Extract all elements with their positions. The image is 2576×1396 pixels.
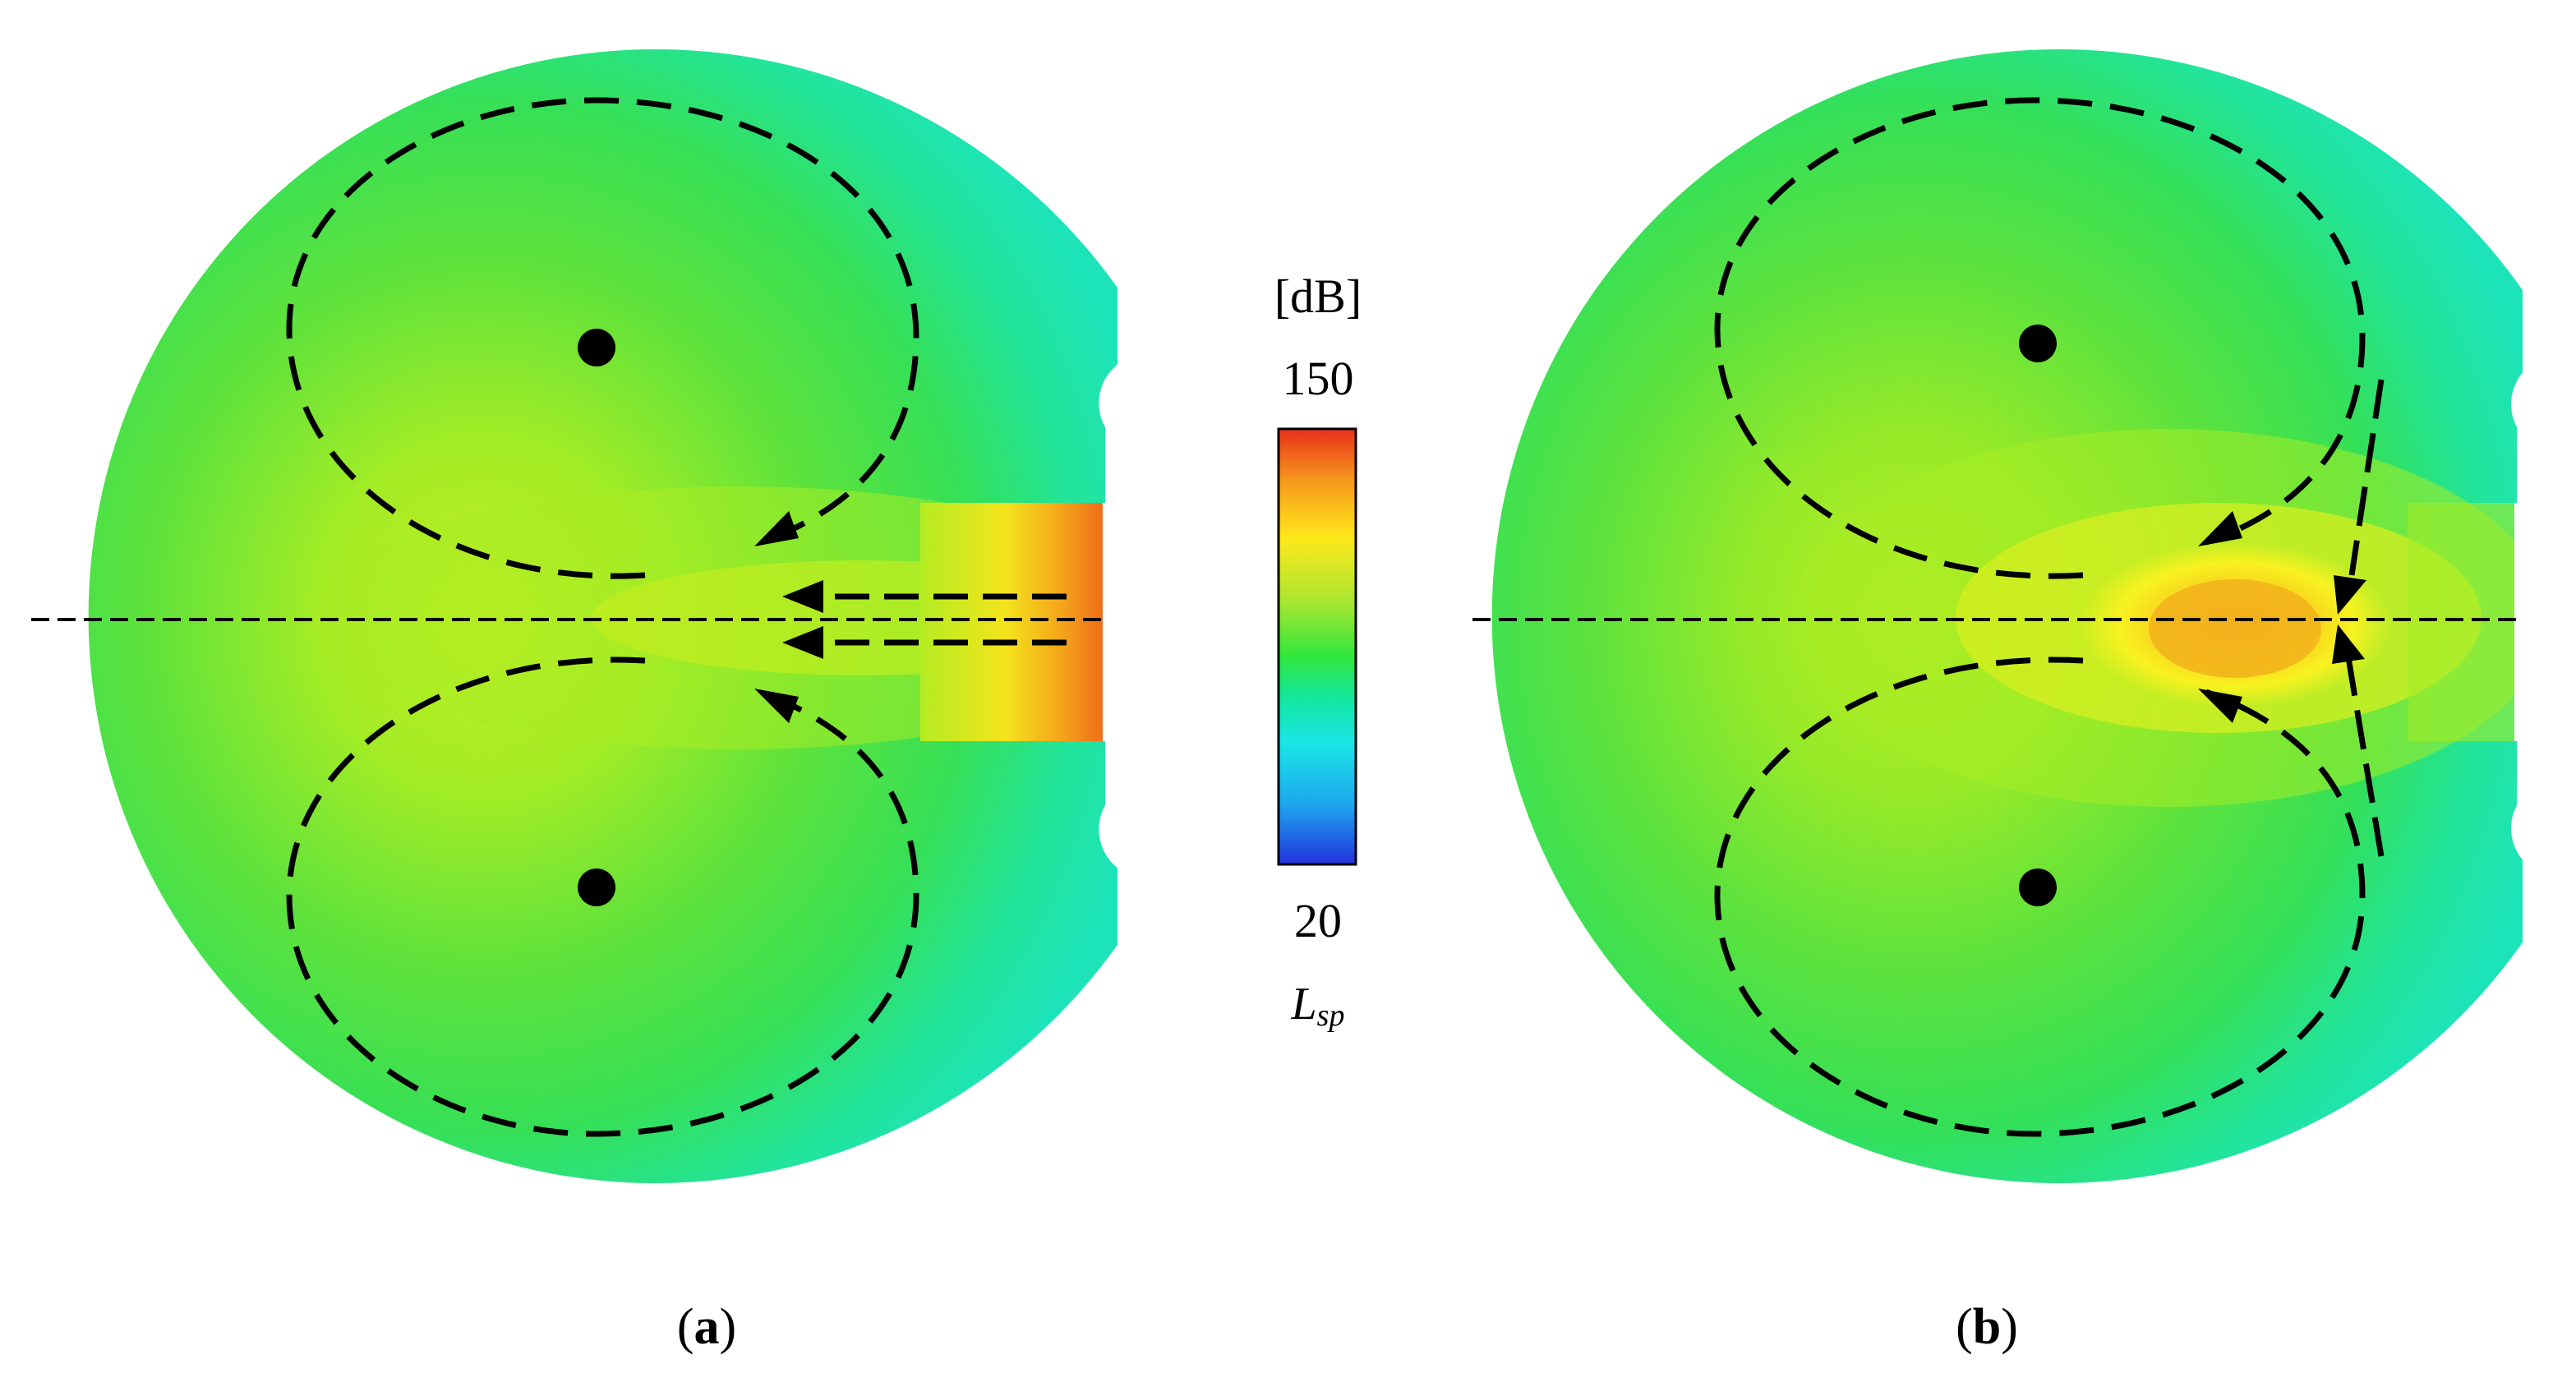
converging-line-upper-b (2348, 379, 2385, 576)
arrowhead-lower-a (754, 689, 799, 723)
colorbar-variable: Lsp (1291, 979, 1345, 1033)
vortex-center-upper-b (2019, 325, 2057, 362)
caption-a: (a) (677, 1299, 736, 1355)
contour-field-b (1491, 48, 2547, 1183)
panel-b: (b) (1472, 48, 2547, 1355)
arrowhead-upper-b (2198, 511, 2242, 546)
arrowhead-converging-upper-b (2334, 575, 2366, 615)
vortex-center-lower-a (578, 868, 615, 906)
vortex-loop-upper-a (286, 97, 919, 579)
caption-b: (b) (1956, 1299, 2018, 1355)
vortex-loop-lower-b (1714, 657, 2366, 1137)
colorbar-gradient (1277, 427, 1357, 866)
arrowhead-converging-lower-b (2332, 624, 2365, 664)
colorbar: [dB] 150 20 Lsp (1274, 270, 1362, 1033)
arrowhead-upper-a (754, 511, 799, 546)
converging-line-lower-b (2345, 657, 2385, 857)
vortex-loop-lower-a (286, 657, 919, 1137)
vortex-center-lower-b (2019, 868, 2057, 906)
colorbar-unit: [dB] (1274, 270, 1362, 323)
arrowhead-inflow-upper-a (782, 580, 823, 613)
panel-a: (a) (31, 48, 1159, 1355)
contour-field-a (88, 48, 1159, 1183)
arrowhead-lower-b (2198, 689, 2242, 723)
arrowhead-inflow-lower-a (782, 626, 823, 659)
vortex-loop-upper-b (1714, 97, 2366, 579)
colorbar-max-label: 150 (1283, 352, 1354, 405)
colorbar-min-label: 20 (1294, 894, 1342, 947)
vortex-center-upper-a (578, 329, 615, 366)
